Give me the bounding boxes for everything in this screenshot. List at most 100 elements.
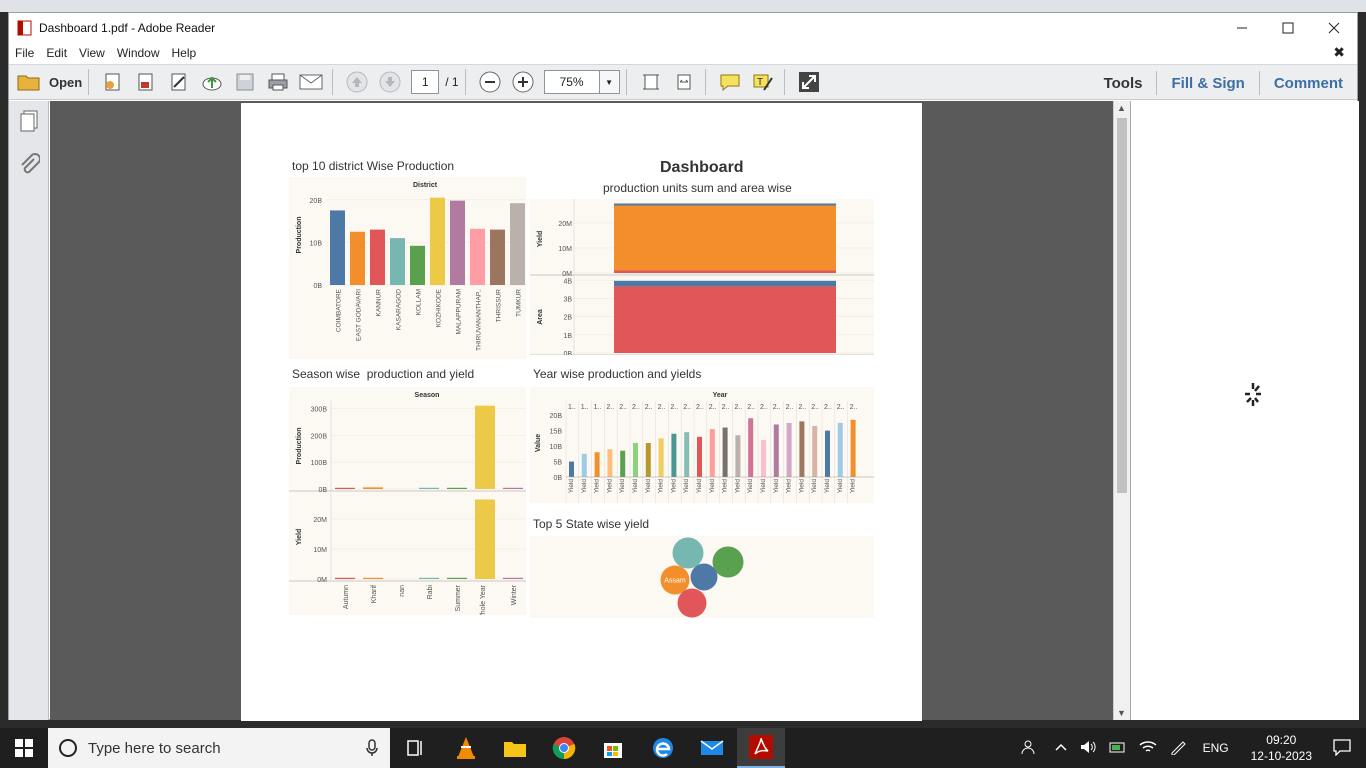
tick-label: Yield xyxy=(824,479,831,494)
scrollbar-thumb[interactable] xyxy=(1117,118,1127,493)
full-screen-icon[interactable] xyxy=(794,68,824,96)
page-total: / 1 xyxy=(445,75,459,89)
vertical-scrollbar[interactable]: ▲ ▼ xyxy=(1113,101,1130,720)
zoom-level-input[interactable]: 75% xyxy=(543,70,600,94)
bar xyxy=(722,427,728,477)
minimize-button[interactable] xyxy=(1219,13,1265,43)
zoom-dropdown-icon[interactable]: ▼ xyxy=(599,70,620,94)
chrome-icon[interactable] xyxy=(550,734,578,762)
speaker-icon[interactable] xyxy=(1079,739,1097,758)
clock-time: 09:20 xyxy=(1266,733,1297,747)
bar xyxy=(594,452,600,477)
year-bar-chart: Year Value 20B 15B 10B 5B 0B 1.. Yield 1.. Yield 1.… xyxy=(535,392,874,503)
task-view-icon[interactable] xyxy=(402,734,430,762)
start-windows-icon[interactable] xyxy=(15,739,33,760)
save-icon[interactable] xyxy=(230,68,260,96)
tick-label: 0B xyxy=(553,475,562,482)
adobe-reader-taskbar-button[interactable] xyxy=(737,728,785,768)
fit-width-icon[interactable] xyxy=(669,68,699,96)
close-document-icon[interactable]: ✖ xyxy=(1333,44,1345,60)
email-icon[interactable] xyxy=(296,68,326,96)
bar xyxy=(761,439,766,477)
column-header: 2.. xyxy=(773,404,781,411)
year-chart-title: Year wise production and yields xyxy=(533,367,702,381)
bar xyxy=(786,422,792,477)
microphone-icon[interactable] xyxy=(366,739,378,757)
title-bar: Dashboard 1.pdf - Adobe Reader xyxy=(9,13,1357,43)
file-explorer-icon[interactable] xyxy=(501,734,529,762)
attachments-icon[interactable] xyxy=(18,153,41,180)
mail-icon[interactable] xyxy=(698,734,726,762)
menu-edit[interactable]: Edit xyxy=(46,46,68,60)
toolbar-divider xyxy=(704,69,706,95)
battery-icon[interactable] xyxy=(1109,740,1127,757)
bubble xyxy=(712,546,744,578)
comment-link[interactable]: Comment xyxy=(1273,74,1343,92)
navigation-panel xyxy=(9,101,49,720)
open-button[interactable]: Open xyxy=(17,72,82,92)
language-indicator[interactable]: ENG xyxy=(1202,741,1229,755)
fit-page-icon[interactable] xyxy=(636,68,666,96)
tick-label: 0B xyxy=(313,283,322,290)
system-tray: ENG 09:20 12-10-2023 xyxy=(1011,728,1366,768)
search-circle-icon xyxy=(59,739,77,757)
fill-sign-link[interactable]: Fill & Sign xyxy=(1171,74,1245,92)
upload-cloud-icon[interactable] xyxy=(197,68,227,96)
scroll-up-icon[interactable]: ▲ xyxy=(1117,103,1126,113)
area-chart-title: production units sum and area wise xyxy=(603,181,792,195)
page-thumbnails-icon[interactable] xyxy=(18,109,40,136)
previous-page-icon[interactable] xyxy=(342,68,372,96)
menu-window[interactable]: Window xyxy=(116,46,160,60)
toolbar-divider xyxy=(783,69,785,95)
maximize-button[interactable] xyxy=(1265,13,1311,43)
zoom-in-icon[interactable] xyxy=(508,68,538,96)
category-label: MALAPPURAM xyxy=(456,289,463,335)
bubble-label: Assam xyxy=(664,578,686,585)
bar xyxy=(850,419,856,477)
tick-label: 10B xyxy=(550,444,563,451)
highlight-text-icon[interactable]: T xyxy=(748,68,778,96)
area-layer xyxy=(614,286,836,353)
zoom-out-icon[interactable] xyxy=(475,68,505,96)
category-label: Kharif xyxy=(371,585,378,603)
column-header: 2.. xyxy=(786,404,794,411)
vlc-icon[interactable] xyxy=(452,734,480,762)
tick-label: Yield xyxy=(786,479,793,494)
pen-icon[interactable] xyxy=(1169,739,1187,758)
export-pdf-icon[interactable] xyxy=(131,68,161,96)
category-label: KANNUR xyxy=(376,289,383,317)
bar xyxy=(503,487,523,489)
bubble xyxy=(660,565,690,595)
show-hidden-icons[interactable] xyxy=(1055,741,1067,755)
edge-icon[interactable] xyxy=(649,734,677,762)
notifications-icon[interactable] xyxy=(1332,738,1352,759)
bar xyxy=(447,577,467,579)
store-icon[interactable] xyxy=(599,734,627,762)
sticky-note-icon[interactable] xyxy=(715,68,745,96)
column-header: 2.. xyxy=(670,404,678,411)
clock[interactable]: 09:20 12-10-2023 xyxy=(1251,732,1312,764)
column-header: 1.. xyxy=(568,404,576,411)
tick-label: Yield xyxy=(773,479,780,494)
tools-link[interactable]: Tools xyxy=(1103,74,1143,92)
people-icon[interactable] xyxy=(1021,738,1039,759)
menu-help[interactable]: Help xyxy=(171,46,197,60)
next-page-icon[interactable] xyxy=(375,68,405,96)
edit-pdf-icon[interactable] xyxy=(164,68,194,96)
menu-file[interactable]: File xyxy=(15,46,35,60)
tick-label: Yield xyxy=(581,479,588,494)
tick-label: Yield xyxy=(568,479,575,494)
menu-view[interactable]: View xyxy=(79,46,105,60)
taskbar-search-box[interactable]: Type here to search xyxy=(48,728,390,768)
chart-header: Season xyxy=(415,392,440,399)
print-icon[interactable] xyxy=(263,68,293,96)
tick-label: Yield xyxy=(747,479,754,494)
close-button[interactable] xyxy=(1311,13,1357,43)
wifi-icon[interactable] xyxy=(1139,739,1157,758)
folder-icon xyxy=(17,75,40,91)
page-number-input[interactable]: 1 xyxy=(411,70,440,94)
tick-label: Yield xyxy=(734,479,741,494)
create-pdf-icon[interactable] xyxy=(98,68,128,96)
district-chart-title: top 10 district Wise Production xyxy=(292,159,455,173)
scroll-down-icon[interactable]: ▼ xyxy=(1117,708,1126,718)
